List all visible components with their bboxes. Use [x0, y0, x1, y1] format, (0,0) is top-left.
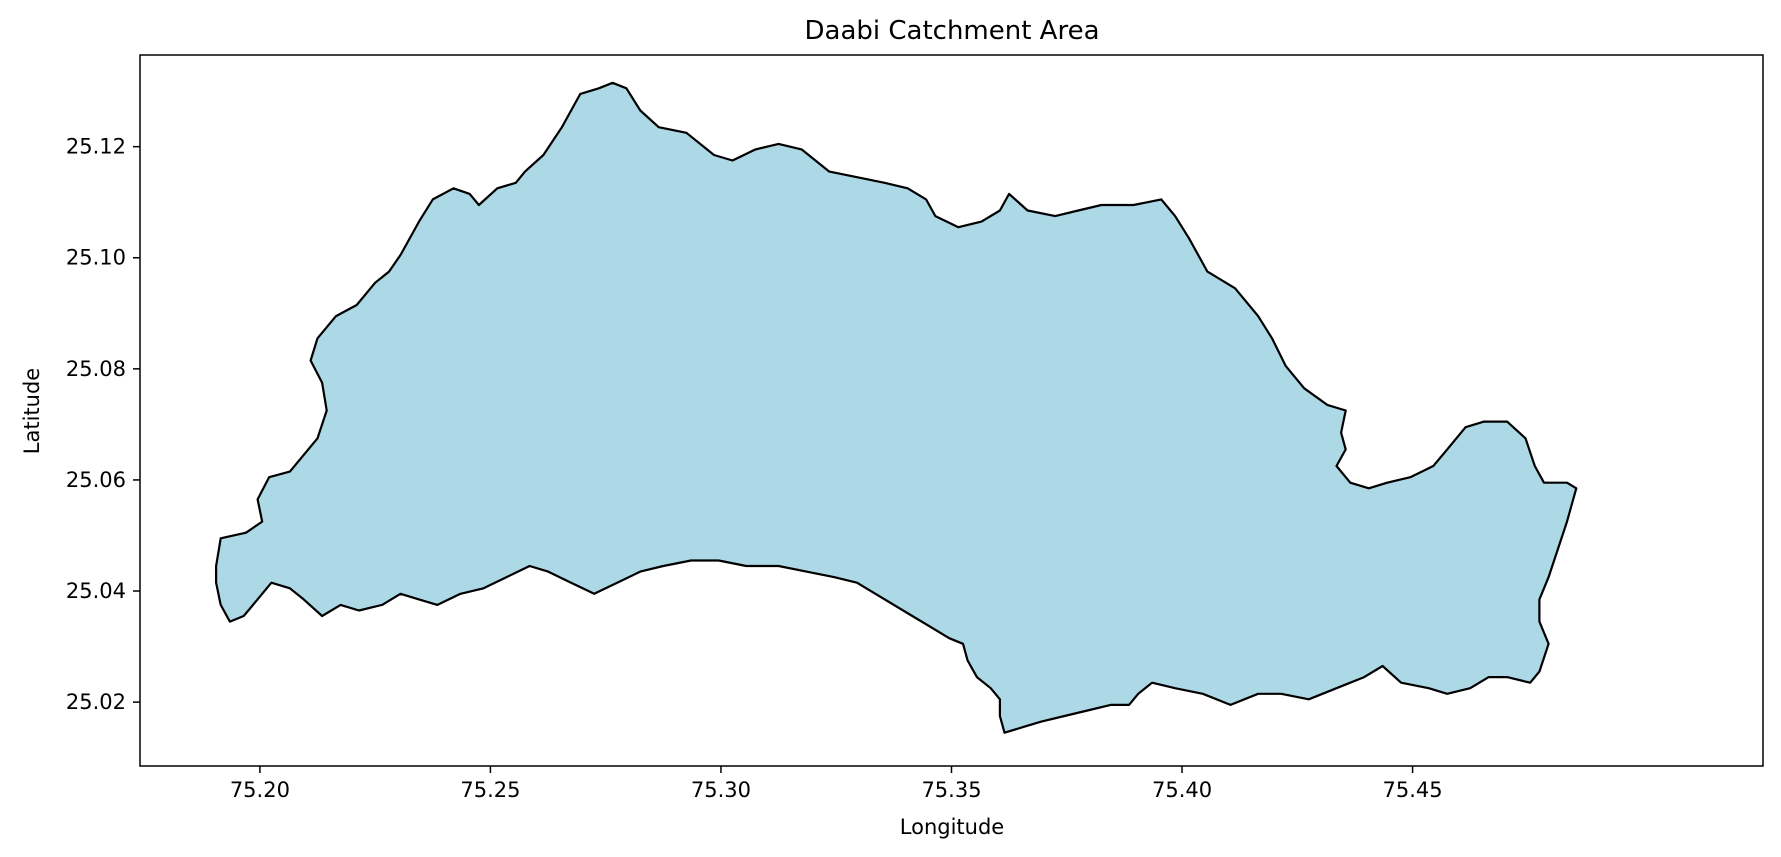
x-tick-label: 75.30 — [691, 778, 751, 802]
chart-title: Daabi Catchment Area — [804, 16, 1099, 46]
x-tick-label: 75.40 — [1152, 778, 1212, 802]
x-tick-label: 75.35 — [921, 778, 981, 802]
y-tick-label: 25.08 — [66, 357, 126, 381]
x-tick-label: 75.45 — [1383, 778, 1443, 802]
y-tick-label: 25.06 — [66, 468, 126, 492]
x-axis-ticks: 75.20 75.25 75.30 75.35 75.40 75.45 — [230, 766, 1443, 802]
plot-area — [215, 81, 1578, 734]
x-tick-label: 75.20 — [230, 778, 290, 802]
y-axis-ticks: 25.02 25.04 25.06 25.08 25.10 25.12 — [66, 135, 140, 714]
y-tick-label: 25.02 — [66, 690, 126, 714]
y-tick-label: 25.12 — [66, 135, 126, 159]
y-tick-label: 25.10 — [66, 246, 126, 270]
x-tick-label: 75.25 — [460, 778, 520, 802]
y-tick-label: 25.04 — [66, 579, 126, 603]
x-axis-label: Longitude — [900, 815, 1004, 839]
catchment-polygon[interactable] — [215, 81, 1578, 734]
y-axis-label: Latitude — [20, 368, 44, 454]
